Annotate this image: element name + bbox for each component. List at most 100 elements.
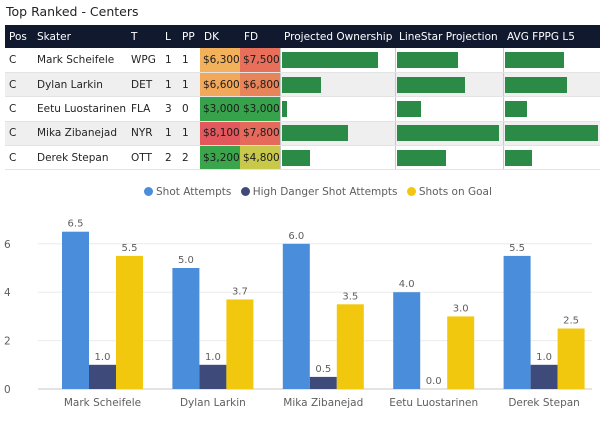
header-ownership[interactable]: Projected Ownership <box>280 25 395 48</box>
fppg-bar <box>504 76 568 93</box>
projection-bar <box>396 149 447 166</box>
bar[interactable] <box>336 304 364 389</box>
cell-pos: C <box>5 72 33 98</box>
bar[interactable] <box>199 364 227 389</box>
bar[interactable] <box>447 316 475 389</box>
cell-pp: 0 <box>178 96 200 122</box>
header-skater[interactable]: Skater <box>33 25 127 48</box>
cell-dk-salary: $3,000 <box>200 96 240 122</box>
legend-label: High Danger Shot Attempts <box>252 186 398 198</box>
cell-line: 3 <box>161 96 178 122</box>
table-row[interactable]: C Derek Stepan OTT 2 2 $3,200 $4,800 <box>5 145 600 171</box>
x-tick-label: Mark Scheifele <box>64 397 141 409</box>
bar-data-label: 0.0 <box>426 376 442 387</box>
fppg-bar <box>504 125 598 142</box>
legend-item-high-danger[interactable]: High Danger Shot Attempts <box>240 186 398 198</box>
bar[interactable] <box>309 376 337 389</box>
bar[interactable] <box>393 292 421 389</box>
shots-bar-chart: 0 2 4 6 6.5 1.0 5.5 Mark Scheifele 5.0 1.0 3.7 Dyla… <box>4 219 592 409</box>
ownership-bar <box>281 76 322 93</box>
cell-pos: C <box>5 121 33 147</box>
cell-skater: Eetu Luostarinen <box>33 96 127 122</box>
cell-team: DET <box>127 72 161 98</box>
cell-fd-salary: $7,500 <box>240 48 280 73</box>
bar-data-label: 4.0 <box>399 279 415 290</box>
projection-bar <box>396 76 466 93</box>
cell-line: 1 <box>161 48 178 73</box>
header-pp[interactable]: PP <box>178 25 200 48</box>
header-projection[interactable]: LineStar Projection <box>395 25 503 48</box>
table-row[interactable]: C Eetu Luostarinen FLA 3 0 $3,000 $3,000 <box>5 96 600 122</box>
fppg-bar <box>504 100 527 117</box>
cell-pos: C <box>5 145 33 171</box>
cell-line: 2 <box>161 145 178 171</box>
ownership-bar <box>281 51 379 68</box>
header-team[interactable]: T <box>127 25 161 48</box>
bar-data-label: 1.0 <box>536 352 552 363</box>
cell-team: NYR <box>127 121 161 147</box>
header-dk[interactable]: DK <box>200 25 240 48</box>
x-tick-label: Dylan Larkin <box>180 397 246 409</box>
y-tick-label: 6 <box>4 239 11 251</box>
cell-skater: Derek Stepan <box>33 145 127 171</box>
x-tick-label: Derek Stepan <box>508 397 580 409</box>
legend-label: Shot Attempts <box>156 186 232 198</box>
bar-data-label: 5.0 <box>178 255 194 266</box>
x-tick-label: Mika Zibanejad <box>283 397 363 409</box>
cell-fd-salary: $7,800 <box>240 121 280 147</box>
y-tick-label: 2 <box>4 336 11 348</box>
cell-pp: 1 <box>178 48 200 73</box>
legend-swatch-icon <box>144 187 153 196</box>
table-row[interactable]: C Mika Zibanejad NYR 1 1 $8,100 $7,800 <box>5 121 600 147</box>
header-fd[interactable]: FD <box>240 25 280 48</box>
bar[interactable] <box>226 299 254 389</box>
bar[interactable] <box>503 255 531 389</box>
page-title: Top Ranked - Centers <box>6 4 139 19</box>
bar-data-label: 3.0 <box>453 303 469 314</box>
cell-pos: C <box>5 48 33 73</box>
projection-bar <box>396 100 422 117</box>
bar[interactable] <box>62 231 89 389</box>
table-row[interactable]: C Mark Scheifele WPG 1 1 $6,300 $7,500 <box>5 48 600 73</box>
cell-team: FLA <box>127 96 161 122</box>
bar-data-label: 1.0 <box>95 352 111 363</box>
table-row[interactable]: C Dylan Larkin DET 1 1 $6,600 $6,800 <box>5 72 600 98</box>
projection-bar <box>396 125 500 142</box>
bar-data-label: 3.5 <box>342 291 358 302</box>
centers-table: Pos Skater T L PP DK FD Projected Owners… <box>5 25 600 171</box>
cell-skater: Dylan Larkin <box>33 72 127 98</box>
chart-legend: Shot Attempts High Danger Shot Attempts … <box>144 186 498 198</box>
bar[interactable] <box>530 364 558 389</box>
header-fppg[interactable]: AVG FPPG L5 <box>503 25 600 48</box>
legend-swatch-icon <box>406 187 416 196</box>
legend-swatch-icon <box>240 187 250 196</box>
bar-data-label: 2.5 <box>563 316 579 327</box>
bar[interactable] <box>89 364 116 389</box>
projection-bar <box>396 51 458 68</box>
bar[interactable] <box>116 255 143 389</box>
bar[interactable] <box>282 243 310 389</box>
cell-fd-salary: $4,800 <box>240 145 280 171</box>
legend-label: Shots on Goal <box>418 186 492 198</box>
ownership-bar <box>281 100 288 117</box>
ownership-bar <box>281 149 311 166</box>
bar[interactable] <box>557 328 585 390</box>
header-pos[interactable]: Pos <box>5 25 33 48</box>
cell-skater: Mark Scheifele <box>33 48 127 73</box>
y-tick-label: 4 <box>4 287 11 299</box>
bar-data-label: 6.5 <box>68 219 84 230</box>
cell-team: OTT <box>127 145 161 171</box>
cell-fd-salary: $6,800 <box>240 72 280 98</box>
fppg-bar <box>504 149 532 166</box>
cell-pp: 1 <box>178 121 200 147</box>
y-tick-label: 0 <box>4 384 11 396</box>
bar-data-label: 1.0 <box>205 352 221 363</box>
legend-item-shot-attempts[interactable]: Shot Attempts <box>144 186 231 198</box>
ownership-bar <box>281 125 349 142</box>
legend-item-shots-on-goal[interactable]: Shots on Goal <box>406 186 492 198</box>
bar[interactable] <box>172 268 200 389</box>
cell-pp: 1 <box>178 72 200 98</box>
cell-fd-salary: $3,000 <box>240 96 280 122</box>
header-line[interactable]: L <box>161 25 178 48</box>
bar-data-label: 0.5 <box>315 364 331 375</box>
